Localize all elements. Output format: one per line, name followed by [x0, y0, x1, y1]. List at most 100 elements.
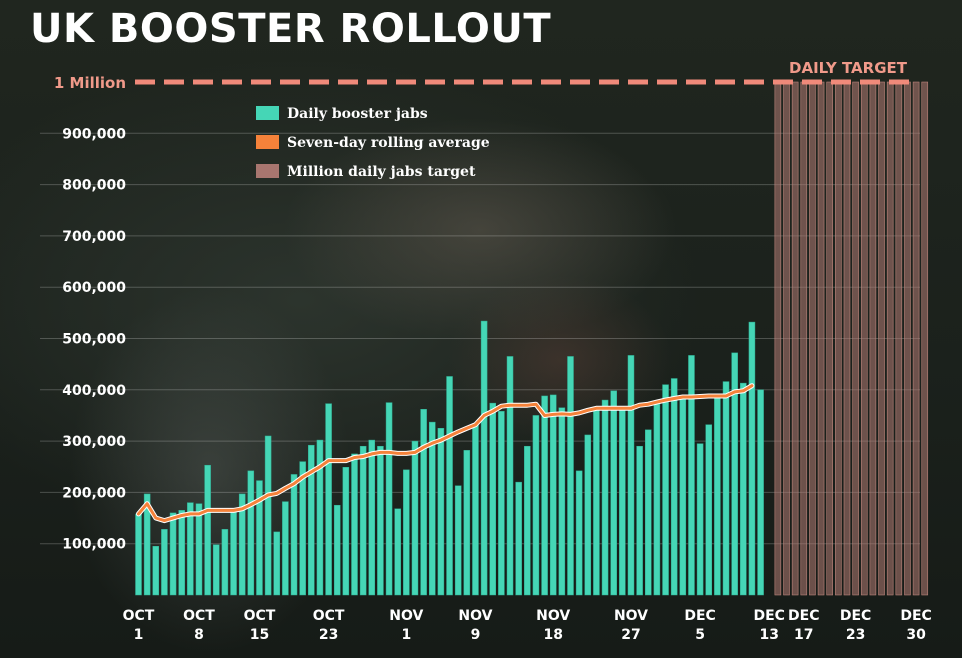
daily-bar — [238, 493, 246, 596]
x-tick-month: OCT — [123, 608, 155, 624]
daily-bar — [394, 508, 401, 596]
daily-bar — [722, 381, 730, 596]
x-tick-day: 13 — [759, 627, 778, 643]
target-bar — [783, 81, 790, 596]
daily-bar — [714, 395, 721, 596]
daily-bar — [645, 429, 652, 596]
daily-bar — [740, 382, 747, 596]
daily-bar — [731, 352, 738, 596]
daily-bar — [558, 407, 566, 596]
x-tick-month: DEC — [840, 608, 871, 624]
target-bar — [904, 81, 911, 596]
daily-bar — [463, 450, 471, 596]
x-tick-month: NOV — [458, 608, 492, 624]
daily-bar — [152, 546, 160, 596]
x-tick-day: 1 — [134, 627, 144, 643]
y-tick-label: 500,000 — [62, 332, 126, 348]
x-tick-month: DEC — [788, 608, 819, 624]
daily-bar — [264, 435, 272, 596]
daily-bar — [161, 529, 168, 596]
daily-bar — [299, 461, 306, 596]
daily-bar — [290, 474, 298, 596]
daily-bar — [437, 428, 445, 596]
x-tick-day: 5 — [695, 627, 705, 643]
gridlines — [40, 132, 920, 545]
target-bar — [835, 81, 842, 596]
x-tick-month: NOV — [536, 608, 570, 624]
x-tick-day: 27 — [621, 627, 640, 643]
daily-bar — [619, 410, 626, 596]
daily-bar — [679, 395, 687, 596]
daily-bar — [489, 402, 496, 596]
x-tick-day: 30 — [906, 627, 926, 643]
legend-label: Daily booster jabs — [287, 106, 428, 122]
daily-bar — [653, 403, 661, 596]
y-tick-label: 600,000 — [62, 280, 126, 296]
daily-bar — [480, 320, 488, 596]
daily-bar — [757, 389, 764, 596]
daily-bar — [411, 440, 419, 596]
x-tick-day: 8 — [194, 627, 204, 643]
y-tick-label: 400,000 — [62, 383, 126, 399]
daily-bar — [593, 410, 600, 596]
target-bar — [921, 81, 929, 596]
x-tick-day: 9 — [471, 627, 481, 643]
y-tick-label: 900,000 — [62, 126, 126, 142]
daily-bar — [221, 529, 229, 596]
daily-bar — [316, 439, 324, 596]
daily-bar — [325, 403, 332, 596]
daily-bar — [506, 356, 514, 596]
daily-bar — [429, 421, 436, 596]
target-bar — [912, 81, 920, 596]
daily-bar — [532, 415, 540, 596]
x-tick-day: 15 — [250, 627, 269, 643]
target-bar — [878, 81, 885, 596]
chart-title: UK BOOSTER ROLLOUT — [30, 6, 552, 52]
target-reference: 1 Million DAILY TARGET — [54, 59, 918, 92]
target-bar — [774, 81, 782, 596]
daily-bar — [169, 512, 177, 596]
daily-bar — [498, 411, 505, 596]
daily-bar — [524, 445, 531, 596]
daily-bar — [610, 390, 617, 596]
y-tick-label: 800,000 — [62, 178, 126, 194]
target-bar — [843, 81, 851, 596]
y-tick-label: 300,000 — [62, 434, 126, 450]
target-bar — [791, 81, 799, 596]
daily-bar — [403, 469, 410, 596]
daily-bar — [135, 513, 142, 596]
daily-bar — [446, 376, 453, 596]
x-tick-day: 1 — [401, 627, 411, 643]
daily-bar — [187, 502, 194, 596]
target-bar — [886, 81, 894, 596]
daily-bar — [308, 444, 315, 596]
target-bar — [860, 81, 868, 596]
daily-bar — [662, 384, 669, 596]
target-bar — [895, 81, 903, 596]
x-tick-day: 23 — [846, 627, 865, 643]
legend-label: Seven-day rolling average — [287, 135, 490, 151]
daily-bar — [351, 453, 358, 596]
x-tick-month: DEC — [684, 608, 715, 624]
legend-swatch — [256, 135, 279, 149]
daily-bar — [696, 443, 704, 596]
daily-bar — [273, 531, 280, 596]
target-annotation: DAILY TARGET — [789, 59, 908, 77]
daily-bar — [748, 321, 756, 596]
rolling-average-line — [137, 384, 754, 523]
daily-bar — [688, 355, 695, 596]
y-tick-label: 700,000 — [62, 229, 126, 245]
x-tick-day: 23 — [319, 627, 338, 643]
y-axis: 100,000 200,000 300,000 400,000 500,000 600,0… — [62, 126, 126, 552]
daily-bar — [567, 356, 574, 596]
daily-bar — [420, 409, 427, 596]
x-tick-month: OCT — [244, 608, 276, 624]
daily-bar — [230, 510, 237, 596]
legend-swatch — [256, 164, 279, 178]
daily-bar — [584, 434, 592, 596]
target-bar — [869, 81, 877, 596]
y-tick-label: 200,000 — [62, 485, 126, 501]
daily-bar — [670, 378, 678, 596]
